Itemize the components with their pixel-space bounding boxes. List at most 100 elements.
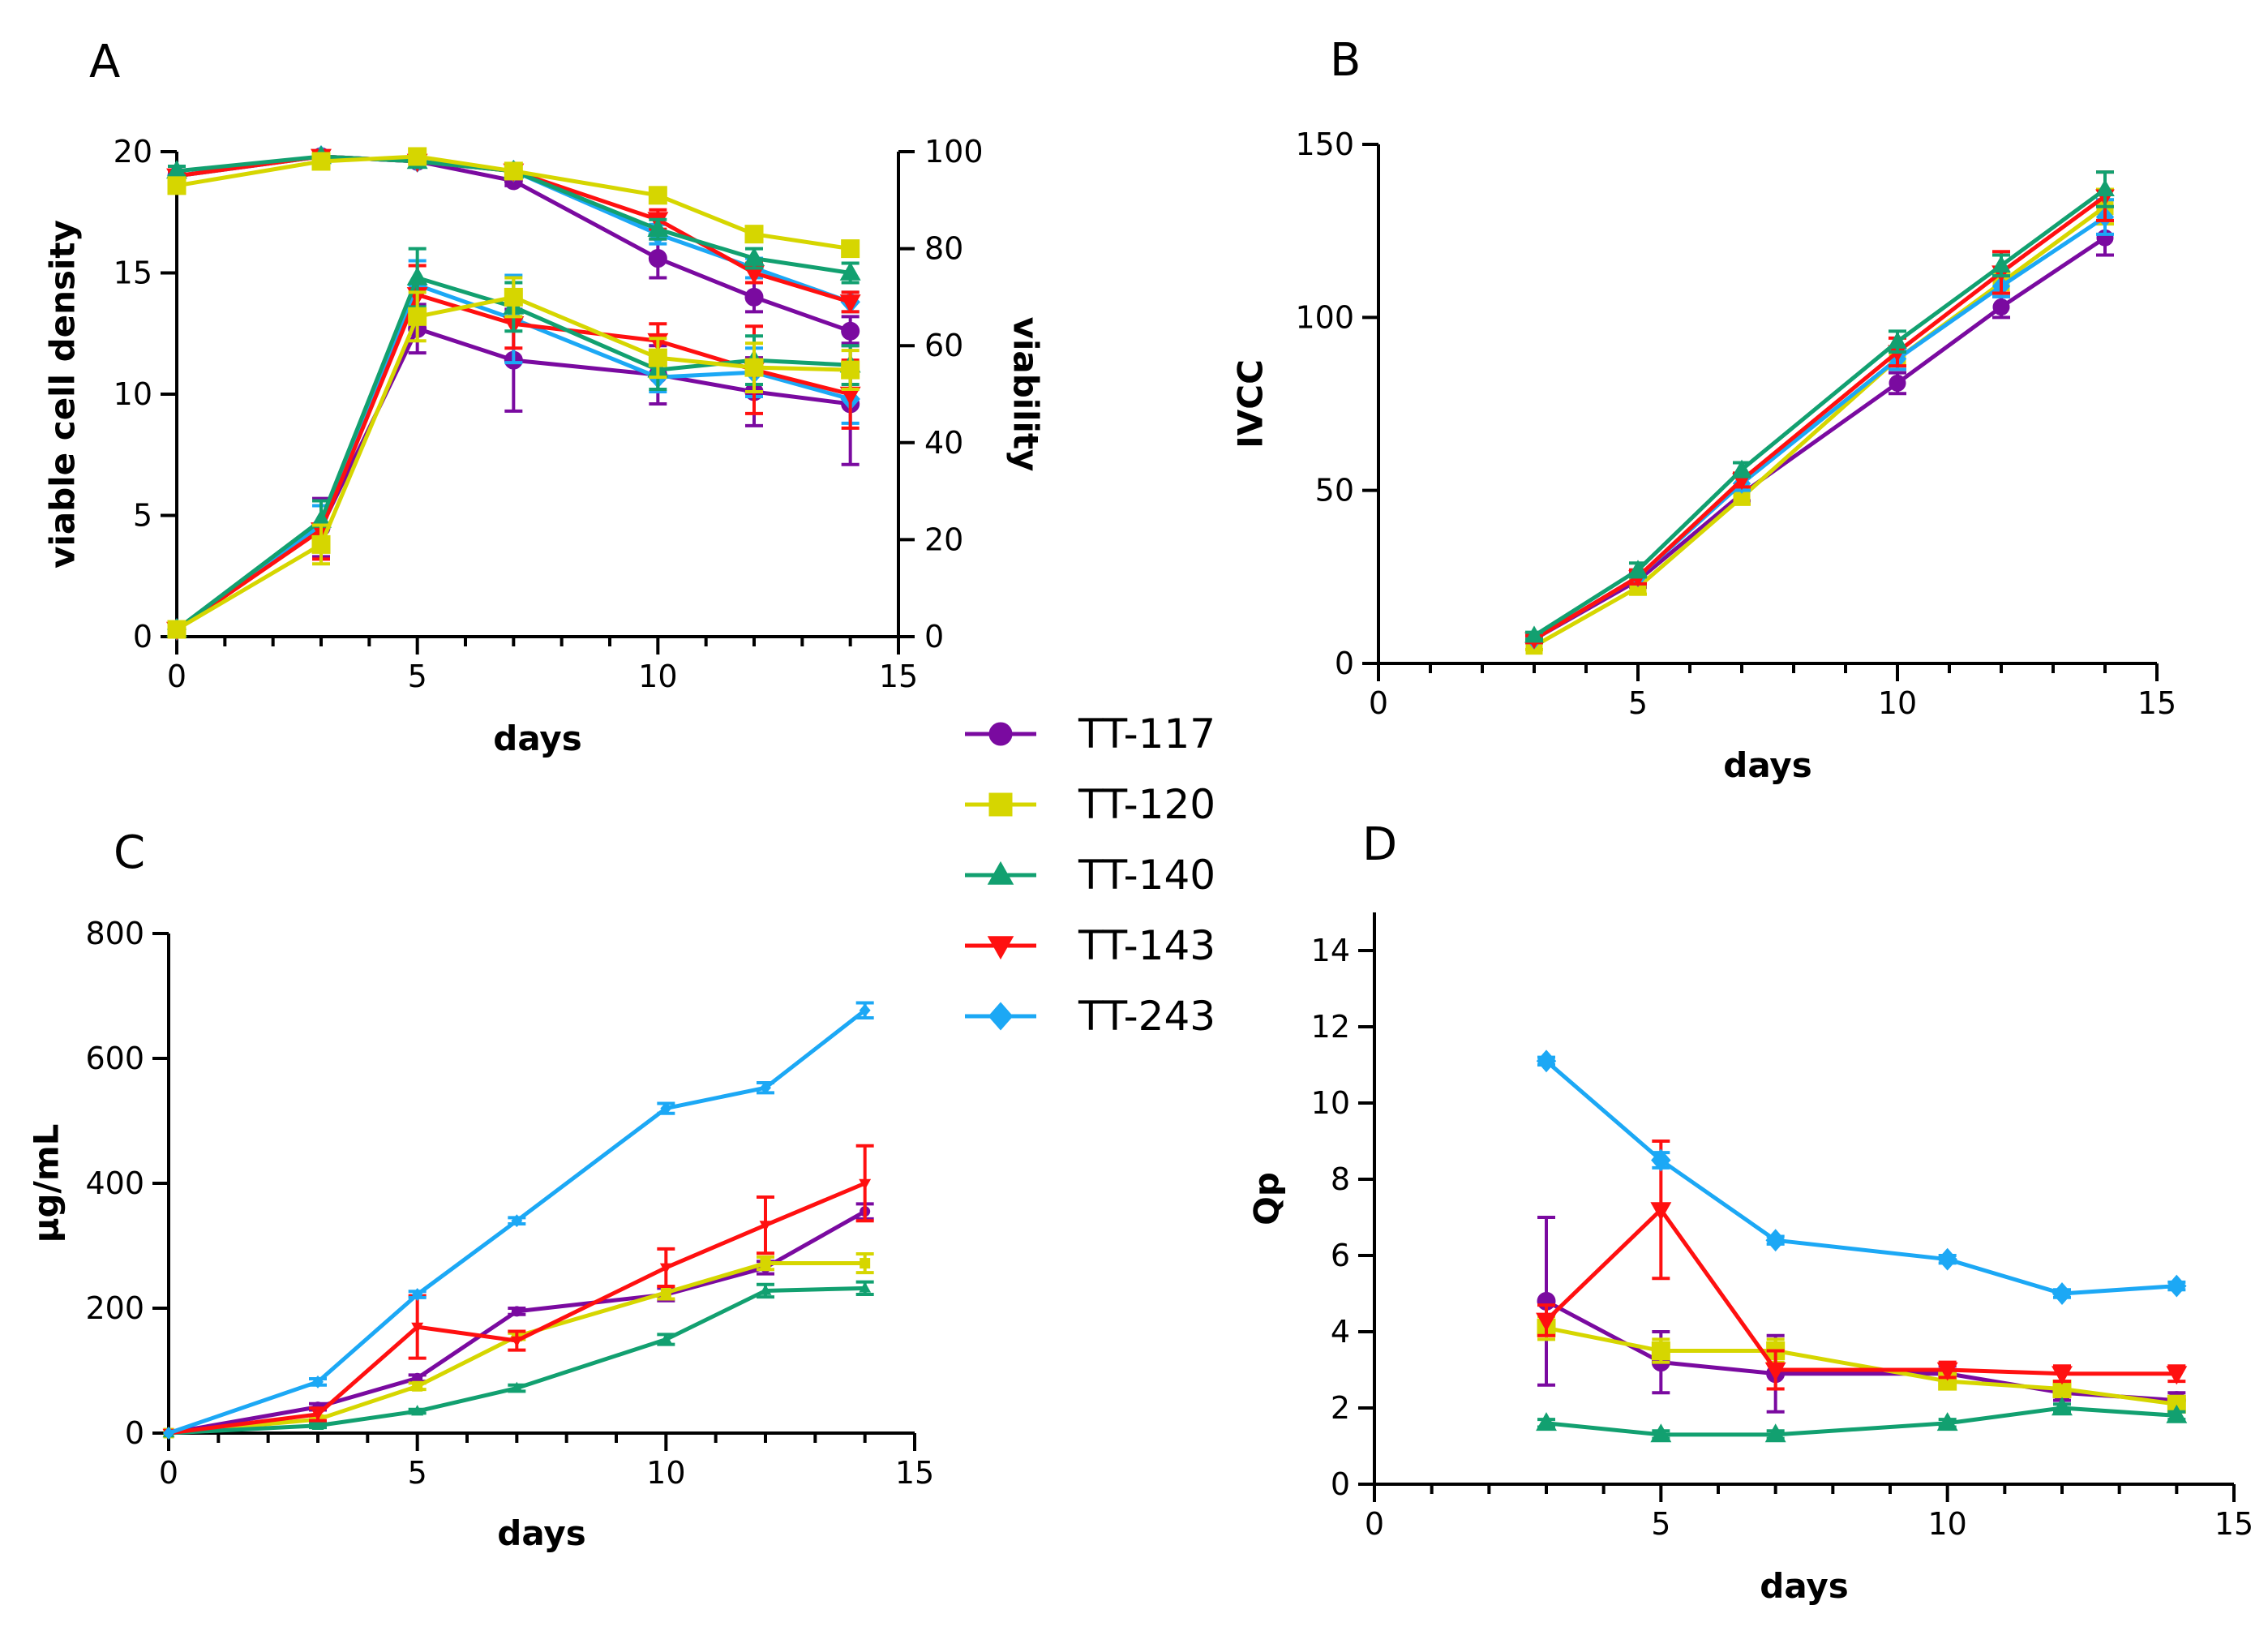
y-axis-label-b: IVCC (1231, 359, 1271, 449)
series-line (1546, 1406, 2177, 1437)
data-point (659, 1333, 672, 1344)
data-point (511, 1306, 522, 1317)
series-c-tt-143 (162, 1144, 874, 1440)
legend-label: TT-120 (1078, 781, 1215, 828)
data-point (1936, 1362, 1958, 1381)
x-axis-label-a: days (493, 719, 582, 758)
panel-c: C 0 5 10 15 0 200 400 600 800 days µg/mL (27, 826, 935, 1553)
data-point (759, 1284, 772, 1295)
x-tick-label-b: 15 (2137, 685, 2176, 721)
data-point (839, 261, 861, 281)
x-tick-label-a: 15 (879, 659, 918, 694)
y-tick-label-d: 10 (1311, 1085, 1350, 1121)
data-point (1536, 1412, 1557, 1431)
x-tick-label-d: 10 (1927, 1506, 1966, 1542)
y-tick-label-a: 5 (133, 498, 152, 534)
data-point (1650, 1423, 1672, 1443)
data-point (412, 1380, 423, 1392)
x-tick-label-d: 15 (2214, 1506, 2253, 1542)
data-point (1888, 331, 1907, 349)
x-tick-label-c: 15 (895, 1455, 934, 1491)
data-point (406, 266, 428, 285)
series-d-tt-143 (1536, 1140, 2188, 1391)
series-line (1545, 1059, 2177, 1296)
data-point (841, 360, 860, 380)
legend-marker-icon (988, 1002, 1014, 1031)
x-tick-label-a: 10 (638, 659, 677, 694)
series-b-tt-140 (1524, 170, 2115, 643)
series-line (1545, 1299, 2177, 1403)
series-line (1545, 1208, 2177, 1376)
series-line (1533, 187, 2107, 637)
data-point (1889, 374, 1906, 392)
y-tick-label-b: 0 (1335, 646, 1354, 681)
y-tick-label-d: 8 (1331, 1161, 1350, 1197)
data-point (648, 348, 667, 367)
data-point (167, 620, 186, 639)
data-point (1651, 1148, 1671, 1172)
data-point (744, 358, 764, 377)
data-point (504, 161, 523, 181)
series-a-tt-120-right (167, 147, 860, 259)
legend-marker-icon (987, 861, 1014, 885)
legend: TT-117 TT-120 TT-140 TT-143 TT-243 (965, 710, 1215, 1040)
series-c-tt-117 (163, 1202, 874, 1439)
data-point (860, 1258, 871, 1269)
data-point (2051, 1282, 2073, 1305)
data-point (1992, 298, 2010, 316)
x-tick-label-c: 0 (159, 1455, 178, 1491)
legend-marker-icon (987, 936, 1014, 960)
data-point (1650, 1202, 1672, 1221)
y2-axis-label-a: viability (1006, 317, 1046, 472)
data-point (760, 1081, 771, 1095)
y-tick-label-c: 0 (125, 1415, 144, 1451)
data-point (311, 152, 331, 171)
data-point (660, 1287, 671, 1298)
data-point (647, 218, 669, 237)
y-tick-label-d: 0 (1331, 1466, 1350, 1502)
legend-label: TT-140 (1078, 852, 1215, 899)
x-tick-label-a: 0 (167, 659, 186, 694)
legend-label: TT-243 (1078, 993, 1215, 1040)
y-tick-label-a: 20 (114, 134, 152, 170)
data-point (1536, 1312, 1557, 1332)
data-point (1937, 1247, 1957, 1271)
data-point (2166, 1404, 2188, 1423)
x-tick-label-a: 5 (408, 659, 427, 694)
data-point (408, 307, 427, 326)
legend-marker-icon (988, 792, 1013, 817)
data-point (167, 176, 186, 195)
data-point (839, 294, 861, 314)
data-point (511, 1214, 523, 1228)
data-point (163, 1427, 174, 1440)
data-point (408, 147, 427, 166)
y-tick-label-d: 14 (1311, 933, 1350, 968)
x-tick-label-b: 5 (1628, 685, 1648, 721)
data-point (1764, 1362, 1786, 1381)
panel-label-a: A (89, 36, 120, 88)
y-tick-label-c: 400 (85, 1165, 144, 1201)
series-c-tt-120 (163, 1252, 874, 1439)
data-point (311, 1410, 324, 1421)
legend-entry-tt-143: TT-143 (965, 922, 1215, 969)
y2-tick-label-a: 100 (924, 134, 984, 170)
x-tick-label-c: 5 (408, 1455, 427, 1491)
legend-entry-tt-117: TT-117 (965, 710, 1215, 758)
y-tick-label-c: 800 (85, 916, 144, 951)
data-point (2051, 1397, 2073, 1416)
y2-tick-label-a: 0 (924, 619, 944, 655)
x-tick-label-d: 0 (1365, 1506, 1384, 1542)
y-tick-label-a: 0 (133, 619, 152, 655)
data-point (759, 1221, 772, 1232)
data-point (648, 186, 667, 205)
data-point (311, 1419, 324, 1431)
x-tick-label-d: 5 (1651, 1506, 1670, 1542)
panel-d: D 0 5 10 15 0 2 4 6 8 10 12 14 days Qp (1247, 818, 2254, 1606)
data-point (744, 287, 764, 307)
data-point (1936, 1412, 1958, 1431)
series-line (1533, 236, 2107, 642)
data-point (744, 225, 764, 244)
y-tick-label-d: 2 (1331, 1390, 1350, 1426)
x-tick-label-b: 10 (1878, 685, 1917, 721)
y-tick-label-d: 4 (1331, 1314, 1350, 1350)
